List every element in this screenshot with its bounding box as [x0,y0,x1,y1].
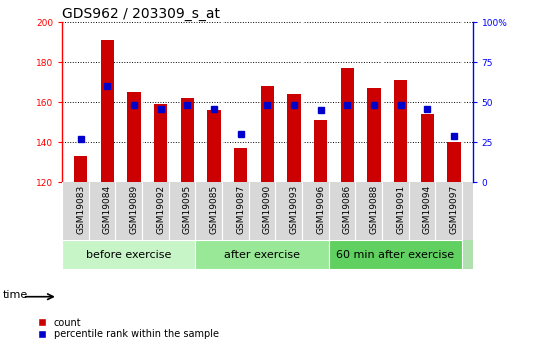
Bar [127,92,141,182]
Text: 60 min after exercise: 60 min after exercise [336,249,454,259]
Text: GSM19096: GSM19096 [316,185,325,234]
Bar [261,86,274,182]
Text: GSM19092: GSM19092 [156,185,165,234]
Text: GSM19089: GSM19089 [130,185,139,234]
Bar [234,148,247,182]
Text: GDS962 / 203309_s_at: GDS962 / 203309_s_at [62,7,220,21]
Bar [367,88,381,182]
Text: GSM19086: GSM19086 [343,185,352,234]
Text: GSM19085: GSM19085 [210,185,219,234]
Bar [207,110,221,182]
Text: before exercise: before exercise [86,249,171,259]
Text: time: time [3,290,28,300]
Text: after exercise: after exercise [224,249,300,259]
Text: GSM19090: GSM19090 [263,185,272,234]
Bar [314,120,327,182]
Text: GSM19091: GSM19091 [396,185,405,234]
Text: GSM19087: GSM19087 [236,185,245,234]
Text: GSM19097: GSM19097 [449,185,458,234]
Bar [154,104,167,182]
Bar [101,40,114,182]
Bar [74,156,87,182]
Text: GSM19084: GSM19084 [103,185,112,234]
Bar [329,240,462,269]
Text: GSM19083: GSM19083 [76,185,85,234]
Text: GSM19088: GSM19088 [369,185,379,234]
Text: GSM19093: GSM19093 [289,185,299,234]
Bar [181,98,194,182]
Bar [447,142,461,182]
Bar [195,240,329,269]
Bar [62,240,195,269]
Bar [287,94,301,182]
Bar [341,68,354,182]
Bar [421,114,434,182]
Text: GSM19094: GSM19094 [423,185,431,234]
Legend: count, percentile rank within the sample: count, percentile rank within the sample [37,317,220,340]
Bar [394,80,407,182]
Text: GSM19095: GSM19095 [183,185,192,234]
